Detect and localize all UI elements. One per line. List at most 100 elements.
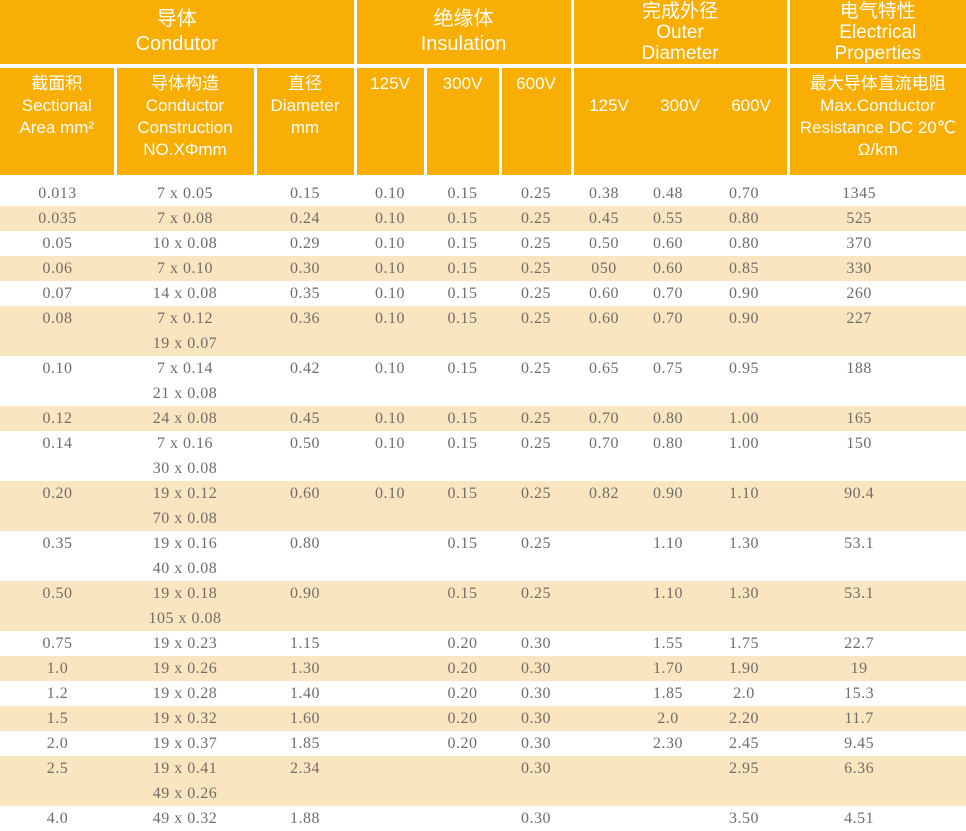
cell-construction: 7 x 0.08 xyxy=(115,206,255,231)
subheader-diameter: 直径 Diameter mm xyxy=(255,66,357,181)
cell-ins600: 0.25 xyxy=(500,406,573,431)
cell-resistance: 53.1 xyxy=(788,581,966,631)
cell-resistance: 15.3 xyxy=(844,685,875,702)
cell-od300: 0.48 xyxy=(653,185,684,202)
subheader-insulation-300v: 300V xyxy=(425,66,502,181)
cell-od125 xyxy=(572,581,637,631)
table-row: 0.75 19 x 0.23 1.15 0.20 0.30 1.55 1.75 22.7 xyxy=(0,631,966,656)
subheader-conductor-construction: 导体构造 Conductor Construction NO.XΦmm xyxy=(115,66,257,181)
cell-diameter: 1.88 xyxy=(290,810,320,827)
cell-ins300: 0.15 xyxy=(447,435,478,452)
cell-od300: 0.55 xyxy=(636,206,701,231)
cell-ins300: 0.15 xyxy=(447,285,478,302)
cell-diameter: 0.50 xyxy=(290,435,320,452)
cell-od125: 0.70 xyxy=(572,406,637,431)
table-row: 0.12 24 x 0.08 0.45 0.10 0.15 0.25 0.70 0.80 1.0… xyxy=(0,406,966,431)
cell-od125 xyxy=(572,531,636,581)
table-row: 1.0 19 x 0.26 1.30 0.20 0.30 1.70 1.90 19 xyxy=(0,656,966,681)
cell-resistance: 11.7 xyxy=(788,706,966,731)
cell-ins600: 0.30 xyxy=(521,810,552,827)
cell-od600: 1.90 xyxy=(700,656,789,681)
cell-ins125 xyxy=(355,806,425,831)
cell-od125: 0.82 xyxy=(572,481,637,531)
subheader-max-resistance: 最大导体直流电阻 Max.Conductor Resistance DC 20℃… xyxy=(788,66,966,181)
table-row: 0.035 7 x 0.08 0.24 0.10 0.15 0.25 0.45 0.55 0.8… xyxy=(0,206,966,231)
cell-od125 xyxy=(572,631,636,656)
subheader-insulation-125v: 125V xyxy=(355,66,427,181)
cell-resistance: 1345 xyxy=(842,185,877,202)
cell-od125: 0.38 xyxy=(589,185,620,202)
cell-ins125: 0.10 xyxy=(375,235,406,252)
table-row: 1.2 19 x 0.28 1.40 0.20 0.30 1.85 2.0 15.3 xyxy=(0,681,966,706)
cell-construction: 19 x 0.37 xyxy=(152,735,218,752)
cell-resistance: 53.1 xyxy=(844,535,875,552)
cell-ins300: 0.15 xyxy=(425,256,501,281)
cell-ins300: 0.15 xyxy=(447,360,478,377)
cell-resistance: 19 xyxy=(788,656,966,681)
cell-ins300: 0.20 xyxy=(425,656,501,681)
cell-construction: 19 x 0.26 xyxy=(115,656,255,681)
cell-ins600: 0.25 xyxy=(521,360,552,377)
cell-resistance: 227 xyxy=(788,306,966,356)
table-body: 0.013 7 x 0.05 0.15 0.10 0.15 0.25 0.38 0.48 0.7… xyxy=(0,178,966,831)
cell-construction: 19 x 0.28 xyxy=(152,685,218,702)
cell-diameter: 1.60 xyxy=(255,706,356,731)
cell-od125: 050 xyxy=(572,256,637,281)
cell-construction: 7 x 0.16 30 x 0.08 xyxy=(152,435,218,477)
cell-area: 0.05 xyxy=(42,235,73,252)
subheader-sectional-area: 截面积 Sectional Area mm² xyxy=(0,66,117,181)
cell-diameter: 1.15 xyxy=(290,635,320,652)
table-row: 0.10 7 x 0.14 21 x 0.08 0.42 0.10 0.15 0.25 0.… xyxy=(0,356,966,406)
cell-diameter: 1.40 xyxy=(290,685,320,702)
cell-od600: 0.95 xyxy=(729,360,760,377)
cell-construction: 49 x 0.32 xyxy=(152,810,218,827)
cell-area: 1.0 xyxy=(0,656,115,681)
cell-od125: 0.50 xyxy=(589,235,620,252)
cell-construction: 7 x 0.05 xyxy=(157,185,213,202)
cell-area: 1.2 xyxy=(46,685,69,702)
table-row: 0.50 19 x 0.18 105 x 0.08 0.90 0.15 0.25 1.10… xyxy=(0,581,966,631)
cell-od300: 0.70 xyxy=(636,306,701,356)
cell-construction: 14 x 0.08 xyxy=(152,285,218,302)
cell-od600: 2.95 xyxy=(700,756,789,806)
cell-od600: 0.90 xyxy=(729,285,760,302)
cell-resistance: 188 xyxy=(846,360,872,377)
cell-ins300: 0.20 xyxy=(447,685,478,702)
cell-od125 xyxy=(572,681,636,706)
cell-od600: 1.10 xyxy=(700,481,789,531)
cell-od600: 1.30 xyxy=(729,535,760,552)
cell-construction: 19 x 0.32 xyxy=(115,706,255,731)
cell-od125: 0.65 xyxy=(589,360,620,377)
table-row: 0.05 10 x 0.08 0.29 0.10 0.15 0.25 0.50 0.60 0.8… xyxy=(0,231,966,256)
cell-resistance: 150 xyxy=(846,435,872,452)
cell-od600: 1.00 xyxy=(700,406,789,431)
table-header: 导体 Condutor 绝缘体 Insulation 完成外径 Outer Di… xyxy=(0,0,966,181)
cell-construction: 19 x 0.18 105 x 0.08 xyxy=(115,581,255,631)
cell-ins600: 0.25 xyxy=(500,306,573,356)
cell-resistance: 330 xyxy=(788,256,966,281)
cell-ins125 xyxy=(355,731,425,756)
subheader-outer-diameter-voltages: 125V 300V 600V xyxy=(572,66,790,181)
cell-od600: 3.50 xyxy=(729,810,760,827)
cell-area: 0.14 xyxy=(42,435,73,452)
table-row: 2.5 19 x 0.41 49 x 0.26 2.34 0.30 2.95 6.36 xyxy=(0,756,966,806)
cell-area: 0.013 xyxy=(38,185,77,202)
cell-diameter: 0.29 xyxy=(290,235,320,252)
cell-resistance: 90.4 xyxy=(788,481,966,531)
table-row: 2.0 19 x 0.37 1.85 0.20 0.30 2.30 2.45 9.45 xyxy=(0,731,966,756)
cell-ins125: 0.10 xyxy=(355,406,426,431)
cell-ins300: 0.15 xyxy=(425,581,501,631)
cell-area: 0.06 xyxy=(0,256,115,281)
cell-ins125: 0.10 xyxy=(375,285,406,302)
cell-od600: 0.80 xyxy=(729,235,760,252)
cell-ins125: 0.10 xyxy=(375,435,406,452)
cell-construction: 19 x 0.12 70 x 0.08 xyxy=(115,481,255,531)
cell-ins300: 0.15 xyxy=(447,535,478,552)
cell-ins300 xyxy=(425,806,500,831)
cell-ins125: 0.10 xyxy=(355,306,426,356)
table-row: 0.07 14 x 0.08 0.35 0.10 0.15 0.25 0.60 0.70 0.9… xyxy=(0,281,966,306)
cell-ins600: 0.25 xyxy=(521,185,552,202)
cell-od600: 1.75 xyxy=(729,635,760,652)
cell-ins300: 0.15 xyxy=(447,185,478,202)
